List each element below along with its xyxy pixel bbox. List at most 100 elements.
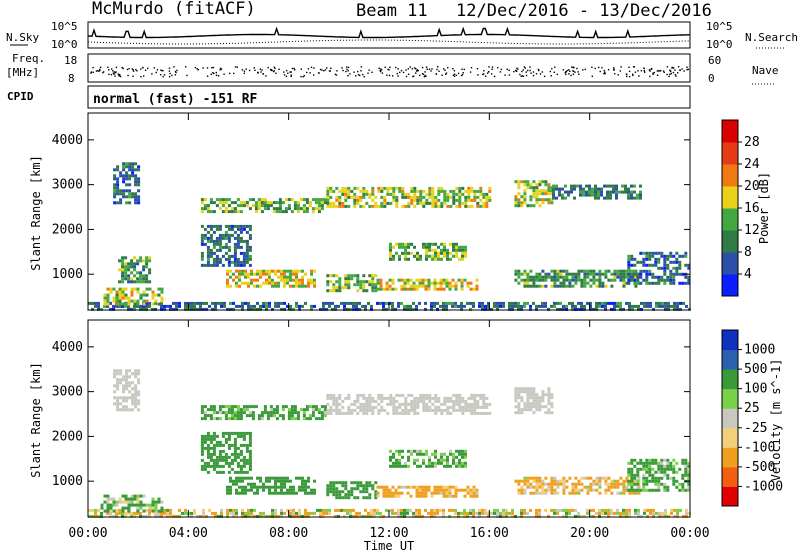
power-cell (320, 198, 324, 202)
power-cell (346, 301, 349, 305)
velocity-cell (134, 393, 138, 397)
freq-dot (392, 75, 394, 77)
velocity-cell (397, 485, 401, 489)
velocity-cell (368, 484, 372, 488)
power-cell (356, 283, 360, 287)
velocity-cell (169, 508, 172, 512)
velocity-ytick-label: 2000 (52, 429, 83, 444)
power-cell (622, 307, 625, 311)
velocity-cell (645, 464, 649, 468)
velocity-cell (362, 484, 366, 488)
power-cell (137, 201, 141, 205)
velocity-cell (262, 511, 265, 515)
power-cell (619, 301, 622, 305)
velocity-cell (100, 503, 104, 507)
velocity-cell (263, 405, 267, 409)
velocity-cell (323, 408, 327, 412)
velocity-cell (332, 408, 336, 412)
power-cell (460, 278, 464, 282)
power-cell (440, 257, 443, 261)
velocity-cell (595, 488, 599, 492)
power-cell (559, 275, 563, 279)
power-cell (625, 272, 629, 276)
power-cell (271, 281, 274, 285)
power-cell (678, 254, 682, 258)
velocity-cell (131, 408, 135, 412)
velocity-cell (166, 511, 169, 515)
velocity-cell (413, 411, 417, 415)
velocity-cell (562, 488, 566, 492)
velocity-cell (442, 514, 445, 518)
power-cell (430, 281, 434, 285)
power-cell (124, 271, 128, 275)
power-cell (455, 198, 459, 202)
power-cell (245, 230, 249, 234)
power-cell (370, 307, 373, 311)
power-cell (218, 242, 222, 246)
power-echo-region (552, 184, 642, 200)
freq-dot (629, 75, 631, 78)
velocity-cell (452, 458, 455, 462)
velocity-cell (535, 511, 538, 515)
velocity-cell (338, 481, 342, 485)
velocity-cell (463, 494, 467, 498)
power-cell (606, 193, 609, 197)
velocity-cell (630, 458, 634, 462)
velocity-cell (648, 467, 652, 471)
velocity-colorbar-swatch (722, 466, 738, 487)
freq-dot (118, 75, 120, 77)
velocity-cell (242, 437, 246, 441)
power-cell (431, 254, 434, 258)
velocity-cell (541, 491, 545, 495)
velocity-cell (242, 431, 246, 435)
velocity-cell (131, 399, 135, 403)
power-cell (642, 263, 646, 267)
velocity-cell (538, 479, 542, 483)
power-cell (379, 284, 383, 288)
velocity-cell (607, 485, 611, 489)
velocity-cell (293, 405, 297, 409)
power-cell (133, 262, 137, 266)
velocity-cell (229, 511, 232, 515)
power-cell (428, 201, 432, 205)
power-cell (564, 196, 567, 200)
velocity-cell (308, 417, 312, 421)
time-tick-label: 00:00 (670, 526, 709, 541)
velocity-cell (224, 437, 228, 441)
nave-tick-top: 60 (708, 54, 721, 67)
power-cell (613, 275, 617, 279)
power-cell (461, 254, 464, 258)
power-cell (350, 195, 354, 199)
noise-tick-right-bottom: 10^0 (706, 38, 733, 51)
power-cell (571, 275, 575, 279)
velocity-cell (433, 508, 436, 512)
velocity-cell (250, 511, 253, 515)
velocity-cell (259, 476, 262, 480)
power-cell (230, 207, 234, 211)
velocity-cell (589, 476, 593, 480)
power-cell (535, 307, 538, 311)
power-cell (352, 301, 355, 305)
power-cell (278, 201, 282, 205)
freq-dot (126, 68, 129, 71)
velocity-cell (235, 482, 238, 486)
velocity-cell (559, 479, 563, 483)
velocity-cell (128, 375, 132, 379)
power-cell (628, 304, 631, 308)
velocity-cell (238, 476, 241, 480)
power-cell (514, 204, 518, 208)
velocity-cell (382, 514, 385, 518)
power-cell (224, 201, 228, 205)
velocity-cell (130, 514, 133, 518)
power-cell (633, 184, 636, 188)
velocity-cell (425, 405, 429, 409)
velocity-cell (250, 514, 253, 518)
freq-dot (300, 75, 302, 78)
velocity-cell (344, 493, 348, 497)
power-cell (484, 307, 487, 311)
power-cell (119, 192, 123, 196)
power-cell (493, 304, 496, 308)
velocity-cell (268, 479, 271, 483)
velocity-cell (335, 408, 339, 412)
velocity-cell (361, 514, 364, 518)
